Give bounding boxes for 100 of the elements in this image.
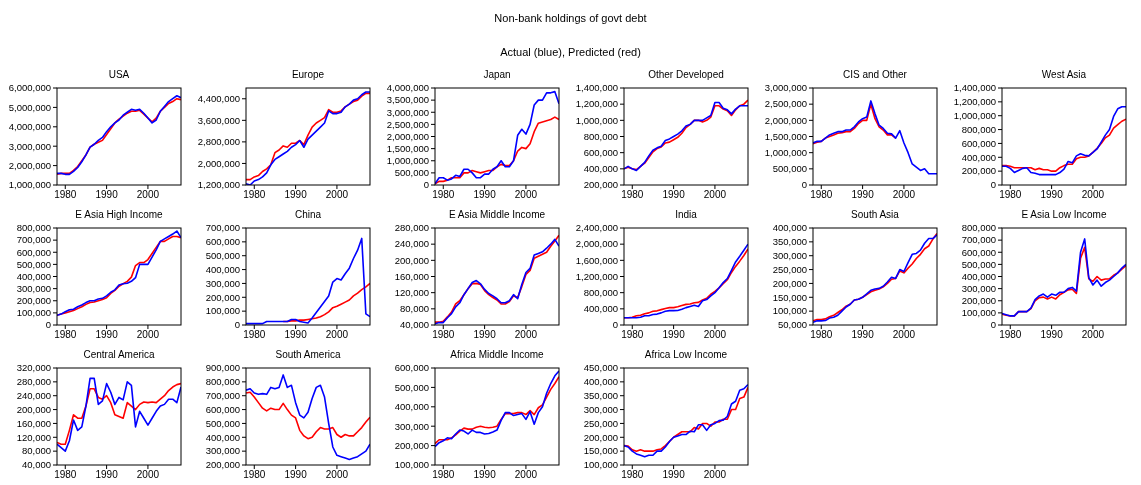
x-tick-label: 2000 bbox=[892, 329, 916, 340]
y-tick-label: 200,000 bbox=[16, 403, 51, 415]
y-tick-label: 600,000 bbox=[205, 403, 240, 415]
x-tick-label: 1980 bbox=[54, 329, 77, 340]
chart-title: South Asia bbox=[851, 209, 900, 220]
x-tick-label: 2000 bbox=[325, 329, 349, 340]
y-tick-label: 2,500,000 bbox=[386, 118, 429, 130]
y-tick-label: 3,000,000 bbox=[8, 140, 51, 152]
y-tick-label: 200,000 bbox=[394, 254, 429, 266]
x-tick-label: 1990 bbox=[662, 469, 686, 480]
y-tick-label: 1,200,000 bbox=[575, 98, 618, 110]
y-tick-label: 400,000 bbox=[394, 401, 429, 413]
y-tick-label: 100,000 bbox=[583, 459, 618, 471]
chart-title: Africa Middle Income bbox=[450, 349, 545, 360]
y-tick-label: 250,000 bbox=[583, 417, 618, 429]
text: Non-bank holdings of govt debt bbox=[494, 12, 647, 24]
x-tick-label: 1980 bbox=[999, 329, 1022, 340]
y-tick-label: 2,500,000 bbox=[764, 98, 807, 110]
y-tick-label: 280,000 bbox=[16, 376, 51, 388]
x-tick-label: 1990 bbox=[284, 469, 308, 480]
y-tick-label: 4,400,000 bbox=[197, 93, 240, 105]
chart-title: South America bbox=[275, 349, 341, 360]
x-tick-label: 2000 bbox=[703, 329, 727, 340]
y-tick-label: 1,200,000 bbox=[197, 179, 240, 191]
y-tick-label: 40,000 bbox=[21, 459, 51, 471]
y-tick-label: 700,000 bbox=[961, 234, 996, 246]
y-tick-label: 250,000 bbox=[772, 263, 807, 275]
chart-title: Japan bbox=[483, 69, 511, 80]
y-tick-label: 80,000 bbox=[21, 445, 51, 457]
x-tick-label: 1980 bbox=[810, 329, 833, 340]
y-tick-label: 0 bbox=[423, 179, 429, 191]
y-tick-label: 3,600,000 bbox=[197, 114, 240, 126]
y-tick-label: 200,000 bbox=[583, 431, 618, 443]
y-tick-label: 600,000 bbox=[583, 146, 618, 158]
y-tick-label: 2,000,000 bbox=[764, 114, 807, 126]
x-tick-label: 2000 bbox=[514, 329, 538, 340]
y-tick-label: 5,000,000 bbox=[8, 101, 51, 113]
y-tick-label: 700,000 bbox=[205, 222, 240, 234]
x-tick-label: 1980 bbox=[432, 329, 455, 340]
y-tick-label: 300,000 bbox=[394, 420, 429, 432]
x-tick-label: 2000 bbox=[136, 189, 160, 200]
y-tick-label: 120,000 bbox=[394, 286, 429, 298]
chart-title: West Asia bbox=[1041, 69, 1087, 80]
y-tick-label: 0 bbox=[45, 319, 51, 331]
y-tick-label: 600,000 bbox=[961, 137, 996, 149]
line-series bbox=[246, 374, 370, 461]
chart-title: CIS and Other bbox=[843, 69, 908, 80]
y-tick-label: 80,000 bbox=[399, 303, 429, 315]
x-tick-label: 2000 bbox=[136, 329, 160, 340]
y-tick-label: 800,000 bbox=[583, 130, 618, 142]
y-tick-label: 3,500,000 bbox=[386, 94, 429, 106]
y-tick-label: 500,000 bbox=[394, 381, 429, 393]
y-tick-label: 1,400,000 bbox=[575, 82, 618, 94]
y-tick-label: 2,000,000 bbox=[197, 157, 240, 169]
y-tick-label: 900,000 bbox=[205, 362, 240, 374]
x-tick-label: 1980 bbox=[243, 189, 266, 200]
y-tick-label: 400,000 bbox=[961, 151, 996, 163]
y-tick-label: 0 bbox=[801, 179, 807, 191]
y-tick-label: 0 bbox=[990, 319, 996, 331]
x-tick-label: 1990 bbox=[95, 469, 119, 480]
x-tick-label: 2000 bbox=[325, 469, 349, 480]
line-series bbox=[435, 116, 559, 185]
x-tick-label: 1990 bbox=[1040, 189, 1064, 200]
x-tick-label: 1990 bbox=[662, 189, 686, 200]
x-tick-label: 1980 bbox=[999, 189, 1022, 200]
x-tick-label: 1980 bbox=[243, 469, 266, 480]
x-tick-label: 1980 bbox=[621, 189, 644, 200]
y-tick-label: 3,000,000 bbox=[764, 82, 807, 94]
y-tick-label: 2,000,000 bbox=[386, 130, 429, 142]
y-tick-label: 1,500,000 bbox=[764, 130, 807, 142]
y-tick-label: 400,000 bbox=[961, 270, 996, 282]
y-tick-label: 800,000 bbox=[16, 222, 51, 234]
y-tick-label: 800,000 bbox=[961, 222, 996, 234]
y-tick-label: 120,000 bbox=[16, 431, 51, 443]
y-tick-label: 300,000 bbox=[772, 250, 807, 262]
y-tick-label: 200,000 bbox=[205, 291, 240, 303]
y-tick-label: 300,000 bbox=[961, 282, 996, 294]
x-tick-label: 2000 bbox=[325, 189, 349, 200]
x-tick-label: 1990 bbox=[473, 189, 497, 200]
y-tick-label: 400,000 bbox=[583, 163, 618, 175]
chart-title: E Asia Middle Income bbox=[448, 209, 546, 220]
x-tick-label: 1990 bbox=[95, 329, 119, 340]
x-tick-label: 2000 bbox=[1081, 329, 1105, 340]
x-tick-label: 1990 bbox=[473, 329, 497, 340]
y-tick-label: 150,000 bbox=[772, 291, 807, 303]
line-series bbox=[246, 237, 370, 325]
y-tick-label: 2,800,000 bbox=[197, 136, 240, 148]
x-tick-label: 2000 bbox=[514, 469, 538, 480]
y-tick-label: 400,000 bbox=[772, 222, 807, 234]
x-tick-label: 1980 bbox=[621, 469, 644, 480]
y-tick-label: 240,000 bbox=[394, 238, 429, 250]
y-tick-label: 300,000 bbox=[16, 282, 51, 294]
chart-title: E Asia High Income bbox=[75, 209, 164, 220]
line-series bbox=[435, 90, 559, 185]
y-tick-label: 200,000 bbox=[772, 277, 807, 289]
x-tick-label: 1990 bbox=[95, 189, 119, 200]
line-series bbox=[1002, 105, 1126, 176]
y-tick-label: 1,500,000 bbox=[386, 142, 429, 154]
y-tick-label: 200,000 bbox=[205, 459, 240, 471]
y-tick-label: 40,000 bbox=[399, 319, 429, 331]
